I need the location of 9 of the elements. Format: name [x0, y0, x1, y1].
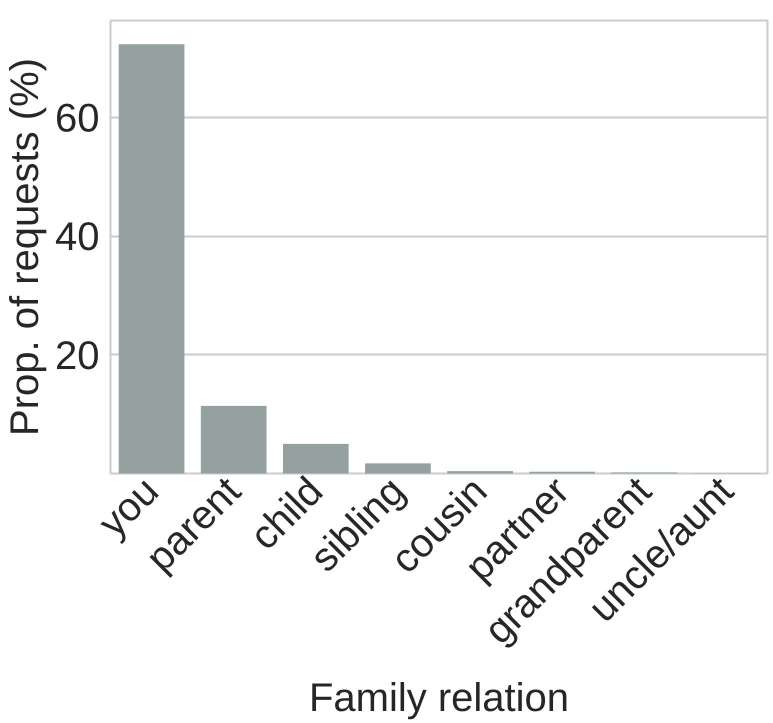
- bar: [365, 463, 431, 474]
- y-tick-label: 60: [55, 96, 100, 140]
- x-axis-title: Family relation: [308, 676, 570, 720]
- bar: [118, 44, 184, 474]
- y-tick-label: 40: [55, 215, 100, 260]
- y-tick-label: 20: [55, 334, 100, 378]
- y-axis-title: Prop. of requests (%): [3, 58, 48, 436]
- bar: [200, 406, 267, 474]
- bar: [282, 444, 349, 474]
